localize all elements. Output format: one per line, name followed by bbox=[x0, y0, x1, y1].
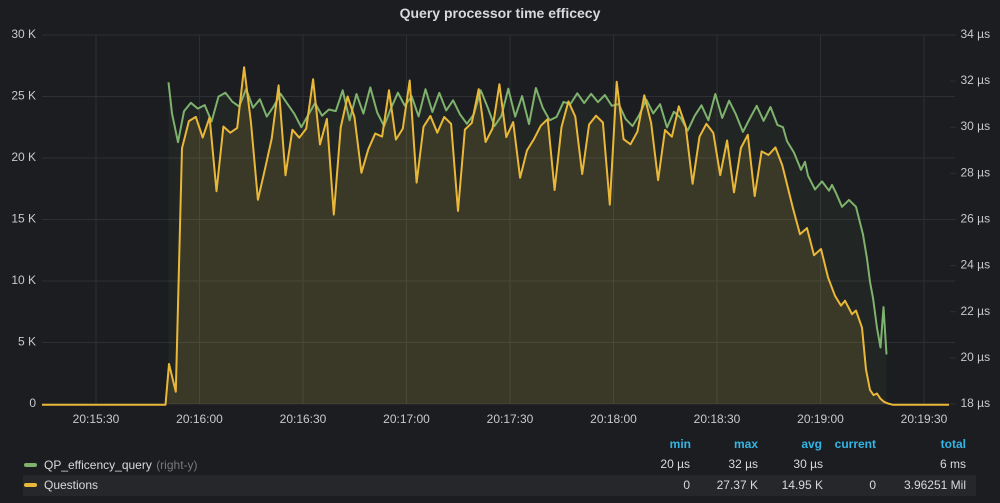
svg-text:32 µs: 32 µs bbox=[961, 73, 991, 87]
svg-text:18 µs: 18 µs bbox=[961, 396, 991, 410]
svg-text:22 µs: 22 µs bbox=[961, 304, 991, 318]
svg-text:10 K: 10 K bbox=[11, 273, 36, 287]
svg-text:30 µs: 30 µs bbox=[961, 119, 991, 133]
svg-text:20 K: 20 K bbox=[11, 150, 36, 164]
svg-text:25 K: 25 K bbox=[11, 89, 36, 103]
svg-text:20:19:00: 20:19:00 bbox=[797, 412, 844, 426]
svg-text:20:17:30: 20:17:30 bbox=[487, 412, 534, 426]
svg-text:20:17:00: 20:17:00 bbox=[383, 412, 430, 426]
svg-text:20:16:30: 20:16:30 bbox=[280, 412, 327, 426]
svg-text:30 K: 30 K bbox=[11, 27, 36, 41]
svg-text:24 µs: 24 µs bbox=[961, 258, 991, 272]
svg-text:5 K: 5 K bbox=[18, 335, 36, 349]
svg-text:20:15:30: 20:15:30 bbox=[73, 412, 120, 426]
svg-text:34 µs: 34 µs bbox=[961, 27, 991, 41]
svg-text:20:16:00: 20:16:00 bbox=[176, 412, 223, 426]
svg-text:20:18:00: 20:18:00 bbox=[590, 412, 637, 426]
svg-text:15 K: 15 K bbox=[11, 212, 36, 226]
svg-text:20 µs: 20 µs bbox=[961, 350, 991, 364]
svg-text:20:18:30: 20:18:30 bbox=[694, 412, 741, 426]
svg-text:20:19:30: 20:19:30 bbox=[901, 412, 948, 426]
svg-text:28 µs: 28 µs bbox=[961, 165, 991, 179]
svg-text:26 µs: 26 µs bbox=[961, 212, 991, 226]
svg-text:0: 0 bbox=[29, 396, 36, 410]
